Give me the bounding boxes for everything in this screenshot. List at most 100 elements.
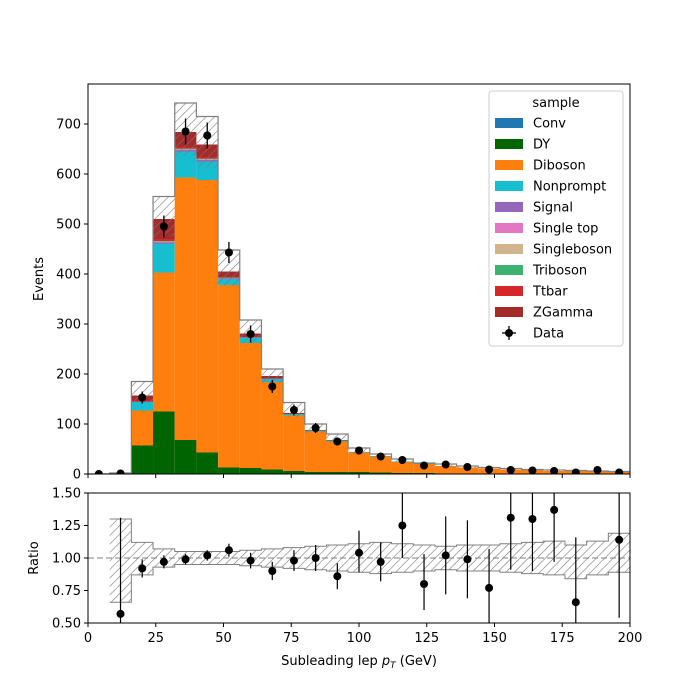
ratio-point [420,580,429,588]
legend-swatch [495,139,523,149]
ratio-band-bin [326,545,349,571]
legend-swatch [495,286,523,296]
y-tick-label: 400 [56,268,81,283]
bar [283,471,305,474]
x-axis-label-text: Subleading lep [281,654,382,669]
ratio-y-tick-label: 0.50 [52,617,81,632]
data-point [420,461,429,470]
ratio-point [441,551,450,560]
x-tick-label: 0 [84,631,92,646]
data-point [528,466,537,474]
ratio-axes: 0.50 0.75 1.00 1.25 1.50 0 25 50 75 100 125 150 175 2… [52,487,642,647]
bar [283,415,305,471]
x-tick-label: 125 [414,631,439,646]
y-tick-label: 700 [56,118,81,133]
legend-swatch [495,202,523,212]
data-point [224,248,233,257]
data-point [246,330,255,338]
data-points [94,118,624,474]
ratio-point [528,515,537,523]
legend-entry: Single top [533,222,598,237]
data-point [441,460,450,469]
data-point [181,127,190,136]
main-plot-area [88,102,630,474]
data-point [376,452,385,461]
ratio-point [398,521,407,530]
uncertainty-bin [261,369,284,383]
data-point [289,406,298,414]
data-point [333,437,342,446]
legend-entry: Diboson [533,159,586,174]
bar [348,472,370,474]
legend-entry: DY [533,138,550,153]
y-tick-label: 300 [56,318,81,333]
bar [434,466,457,474]
x-tick-label: 100 [347,631,372,646]
legend: sample Conv DY Diboson Nonprompt Signal Single… [488,90,624,347]
ratio-point [376,557,385,566]
bar [174,151,197,178]
data-point [593,466,602,474]
ratio-y-tick-label: 1.50 [52,487,81,502]
ratio-point [485,583,494,592]
bar [174,440,197,474]
data-point [311,424,320,432]
ratio-y-tick-label: 1.25 [52,519,81,534]
bar [174,177,197,440]
bar [261,469,284,474]
ratio-point [615,535,624,544]
data-point [485,465,494,474]
x-axis-label-subscript: T [390,661,397,671]
x-tick-label: 200 [618,631,643,646]
ratio-point [311,554,320,562]
bar [239,468,262,474]
uncertainty-bin [218,250,240,286]
y-tick-label: 600 [56,168,81,183]
ratio-band-bin [131,542,154,575]
legend-swatch [495,223,523,233]
x-axis-label-unit: (GeV) [396,654,437,669]
bar [391,462,414,473]
data-point [159,222,168,231]
y-tick-label: 200 [56,368,81,383]
bar [218,285,240,468]
legend-entry: ZGamma [533,306,593,321]
bar [261,382,284,470]
legend-entry: Triboson [532,264,587,279]
legend-swatch [495,118,523,128]
ratio-panel: 0.50 0.75 1.00 1.25 1.50 0 25 50 75 100 125 150 175 2… [27,487,642,672]
data-point [615,468,624,474]
main-panel: 0 100 200 300 400 500 600 700 Events sample Conv… [32,83,631,483]
ratio-point [224,546,233,555]
data-point [571,468,580,474]
x-tick-label: 25 [147,631,164,646]
legend-title: sample [532,96,579,111]
ratio-point [571,598,580,607]
legend-swatch [495,160,523,170]
series-diboson [109,177,630,474]
data-point [268,382,277,391]
ratio-point [333,572,342,581]
bar [131,402,154,411]
legend-entry: Data [533,327,564,342]
bar [196,180,219,453]
legend-box [488,90,624,347]
ratio-points [116,493,624,623]
data-point [138,393,147,402]
data-point [116,469,125,474]
legend-swatch [495,181,523,191]
data-point [550,467,559,474]
bar [153,272,175,412]
legend-entry: Signal [533,201,573,216]
x-tick-label: 50 [215,631,232,646]
legend-data-marker [505,329,513,337]
ratio-plot-area [88,493,630,623]
bar [326,441,349,472]
legend-entry: Conv [533,117,566,132]
data-point [203,131,212,140]
bar [153,411,175,474]
main-axes: 0 100 200 300 400 500 600 700 [56,118,631,483]
x-tick-label: 75 [283,631,300,646]
x-tick-label: 150 [482,631,507,646]
